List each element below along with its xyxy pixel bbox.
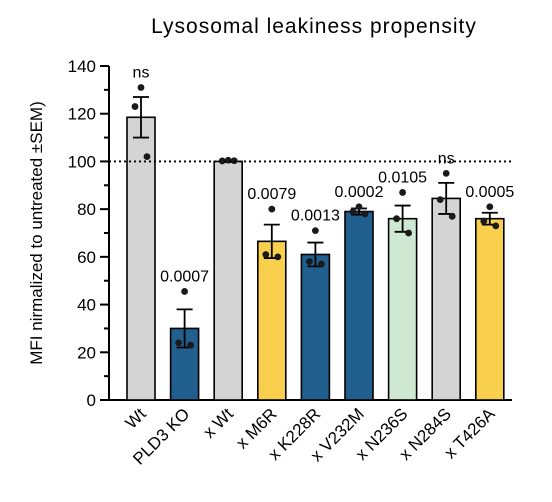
bar-7 [387,217,418,401]
bar-8 [431,197,462,401]
y-tick-label: 80 [77,200,96,219]
bar-3 [213,160,243,401]
data-point [224,156,232,164]
y-tick-label: 100 [68,152,96,171]
data-point [187,341,195,349]
data-point [312,227,319,235]
significance-label: 0.0079 [247,186,296,203]
x-tick-label: Wt [122,404,150,432]
data-point [486,203,494,211]
significance-label: 0.0105 [378,169,427,186]
data-point [442,169,450,177]
significance-label: 0.0007 [160,268,209,285]
data-point [137,84,145,91]
data-point [436,196,444,204]
bar-4 [256,240,287,401]
y-tick-label: 120 [68,105,96,124]
significance-label: 0.0013 [291,208,340,225]
data-point [218,157,226,165]
bar-5 [300,253,331,401]
data-point [405,229,412,237]
data-point [355,203,363,211]
y-tick-label: 0 [87,391,96,410]
data-point [492,222,500,230]
x-tick-label: x Wt [200,404,238,442]
y-tick-label: 60 [77,248,96,267]
data-point [131,103,139,110]
y-axis-label: MFI nirmalized to untreated ±SEM) [27,101,46,364]
y-tick-label: 140 [68,57,96,76]
y-tick-label: 20 [77,343,96,362]
significance-label: 0.0005 [465,184,514,201]
data-point [181,288,189,295]
significance-label: ns [133,64,150,81]
data-point [143,153,151,161]
bar-1 [126,116,156,401]
data-point [175,339,183,347]
data-point [480,217,488,225]
data-point [448,212,456,220]
data-point [393,215,400,223]
significance-label: ns [438,150,455,167]
data-point [274,253,282,261]
data-point [306,258,313,266]
data-point [399,189,406,196]
data-point [268,205,276,213]
significance-label: 0.0002 [335,184,384,201]
y-tick-label: 40 [77,296,96,315]
data-point [361,210,369,218]
bar-9 [474,217,505,401]
chart-title: Lysosomal leakiness propensity [151,15,477,38]
bar-6 [344,210,374,401]
data-point [318,260,325,268]
data-point [262,251,270,258]
data-point [349,208,357,215]
